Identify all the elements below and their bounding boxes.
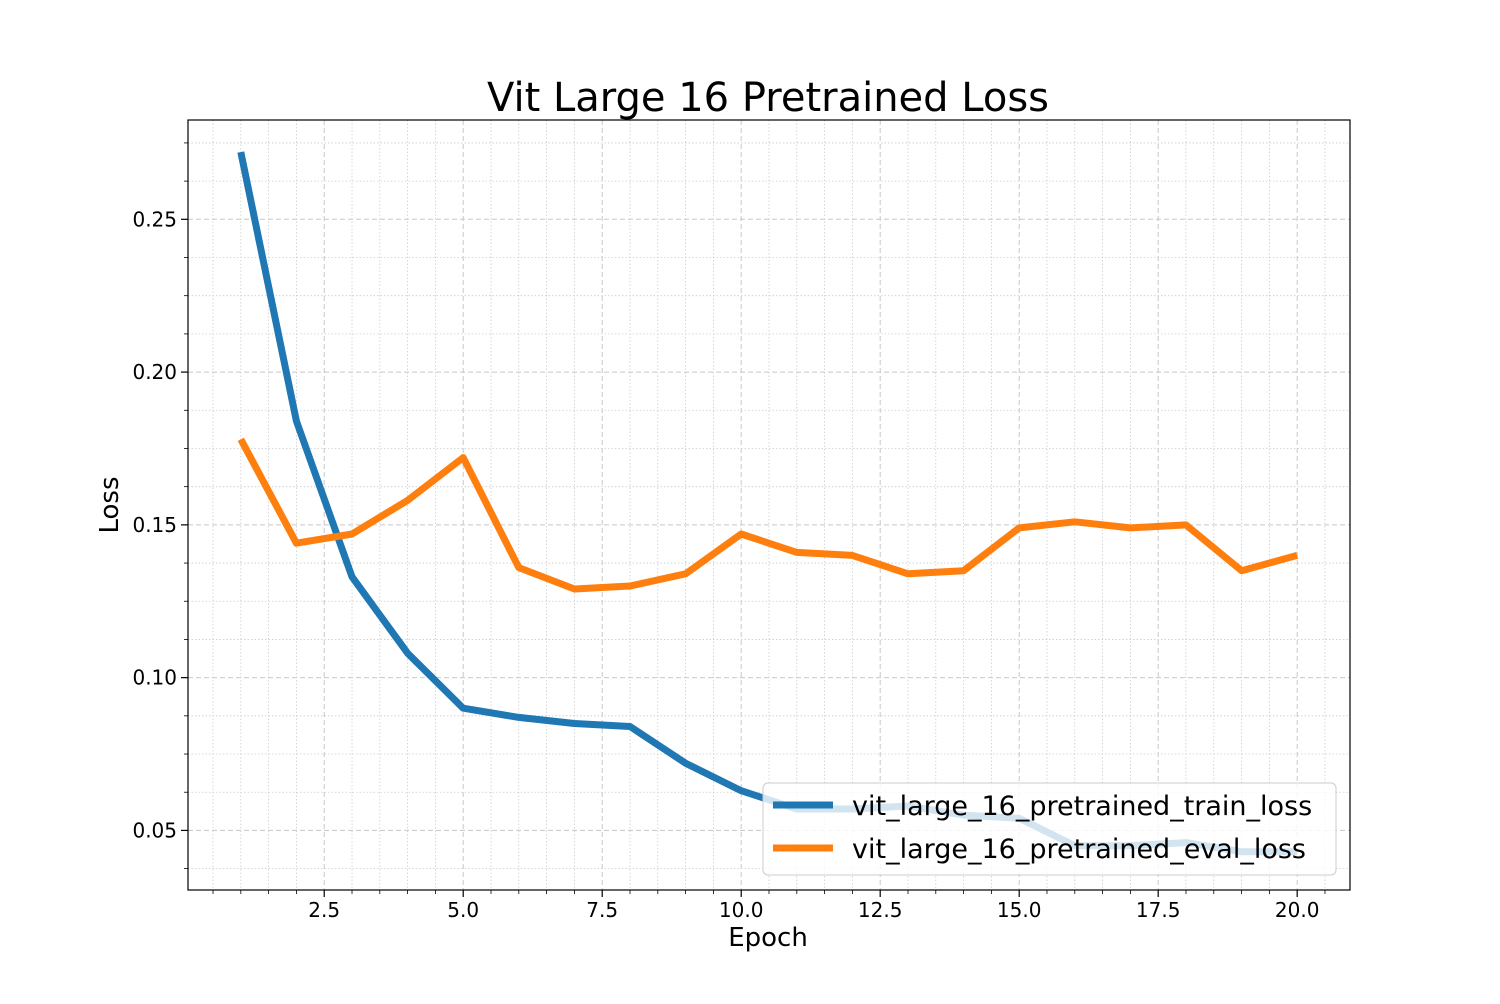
x-axis-ticks: 2.5 5.0 7.5 10.0 12.5 15.0 17.5 20.0 xyxy=(212,890,1326,922)
y-tick-label: 0.05 xyxy=(132,818,177,842)
minor-grid xyxy=(188,120,1350,890)
series-line-eval-loss xyxy=(237,437,1299,593)
x-tick-label: 12.5 xyxy=(858,898,903,922)
x-tick-label: 20.0 xyxy=(1275,898,1320,922)
y-tick-label: 0.25 xyxy=(132,207,177,231)
y-axis-label: Loss xyxy=(95,476,125,533)
x-tick-label: 7.5 xyxy=(586,898,618,922)
y-tick-label: 0.15 xyxy=(132,513,177,537)
legend-label-eval-loss: vit_large_16_pretrained_eval_loss xyxy=(852,834,1306,865)
chart-title: Vit Large 16 Pretrained Loss xyxy=(487,75,1049,121)
legend-label-train-loss: vit_large_16_pretrained_train_loss xyxy=(852,791,1312,822)
x-tick-label: 2.5 xyxy=(308,898,340,922)
x-tick-label: 5.0 xyxy=(447,898,479,922)
y-tick-label: 0.10 xyxy=(132,666,177,690)
x-tick-label: 10.0 xyxy=(719,898,764,922)
x-tick-label: 15.0 xyxy=(997,898,1042,922)
y-tick-label: 0.20 xyxy=(132,360,177,384)
x-tick-label: 17.5 xyxy=(1136,898,1181,922)
x-axis-label: Epoch xyxy=(728,923,808,953)
y-axis-ticks: 0.05 0.10 0.15 0.20 0.25 xyxy=(132,142,188,870)
legend: vit_large_16_pretrained_train_loss vit_l… xyxy=(762,782,1337,876)
legend-box xyxy=(762,782,1337,876)
